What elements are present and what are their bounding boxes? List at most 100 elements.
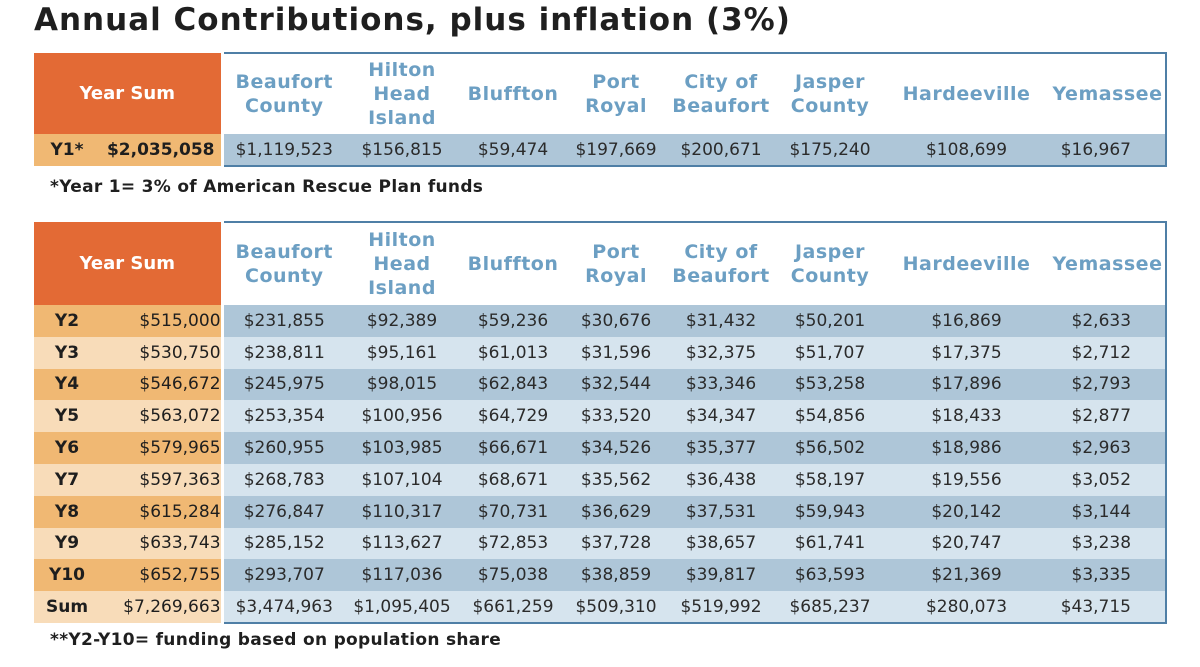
column-header: Hilton Head Island [345, 52, 460, 134]
contribution-cell: $200,671 [665, 134, 778, 167]
year-sum-value: $652,755 [100, 559, 224, 592]
column-header-line: Port [592, 241, 640, 263]
column-header: Port Royal [567, 52, 666, 134]
column-header-line: County [790, 95, 870, 117]
year1-table: Year Sum Beaufort County Hilton Head Island Bl… [34, 52, 1168, 167]
table-header-row: Year Sum Beaufort County Hilton Head Island Bl… [34, 221, 1168, 305]
column-header-line: Hardeeville [902, 83, 1031, 105]
table-row: Y10 $652,755 $293,707 $117,036 $75,038 $38,85… [34, 559, 1168, 592]
contribution-cell: $3,238 [1050, 527, 1168, 560]
contribution-cell: $36,629 [567, 495, 666, 528]
contribution-cell: $19,556 [883, 463, 1051, 496]
year-label: Y1* [34, 134, 100, 166]
year1-footnote: *Year 1= 3% of American Rescue Plan fund… [50, 177, 484, 197]
contribution-cell: $66,671 [459, 432, 568, 464]
contribution-cell: $260,955 [221, 432, 346, 464]
contribution-cell: $108,699 [883, 134, 1051, 167]
column-header-line: Island [368, 277, 436, 299]
contribution-cell: $17,375 [883, 336, 1051, 369]
year-label: Y4 [34, 368, 100, 401]
contribution-cell: $92,389 [345, 305, 460, 337]
year-label: Y8 [34, 495, 100, 528]
year-label: Y7 [34, 463, 100, 496]
column-header-line: Port [592, 71, 640, 93]
column-header: Jasper County [777, 52, 884, 134]
contribution-cell: $268,783 [221, 463, 346, 496]
contribution-cell: $293,707 [221, 559, 346, 592]
contribution-cell: $21,369 [883, 559, 1051, 592]
contribution-cell: $103,985 [345, 432, 460, 464]
contribution-cell: $519,992 [665, 591, 778, 624]
contribution-cell: $16,869 [883, 305, 1051, 337]
contribution-cell: $2,877 [1050, 400, 1168, 433]
table-row: Y5 $563,072 $253,354 $100,956 $64,729 $33,520… [34, 400, 1168, 433]
contribution-cell: $100,956 [345, 400, 460, 433]
column-header-line: Jasper [794, 71, 866, 93]
year-label: Y3 [34, 336, 100, 369]
contribution-cell: $175,240 [777, 134, 884, 167]
contribution-cell: $31,432 [665, 305, 778, 337]
year-sum-value: $597,363 [100, 463, 224, 496]
column-header-line: Beaufort [672, 95, 770, 117]
contribution-cell: $107,104 [345, 463, 460, 496]
column-header: Hardeeville [883, 52, 1051, 134]
contribution-cell: $2,793 [1050, 368, 1168, 401]
column-header-line: Hilton [368, 229, 436, 251]
contribution-cell: $1,095,405 [345, 591, 460, 624]
contribution-cell: $34,347 [665, 400, 778, 433]
column-header: Hardeeville [883, 221, 1051, 305]
table-row: Y3 $530,750 $238,811 $95,161 $61,013 $31,596 $… [34, 336, 1168, 369]
column-header-line: Island [368, 107, 436, 129]
column-header-line: Hardeeville [902, 253, 1031, 275]
contribution-cell: $238,811 [221, 336, 346, 369]
year-sum-value: $530,750 [100, 336, 224, 369]
contribution-cell: $72,853 [459, 527, 568, 560]
contribution-cell: $38,657 [665, 527, 778, 560]
contribution-cell: $2,712 [1050, 336, 1168, 369]
column-header-line: Head [373, 253, 431, 275]
column-header: Bluffton [459, 221, 568, 305]
contribution-cell: $276,847 [221, 495, 346, 528]
contribution-cell: $70,731 [459, 495, 568, 528]
population-share-footnote: **Y2-Y10= funding based on population sh… [50, 630, 502, 650]
contribution-cell: $18,986 [883, 432, 1051, 464]
contribution-cell: $113,627 [345, 527, 460, 560]
contribution-cell: $20,142 [883, 495, 1051, 528]
column-header-line: Bluffton [467, 83, 559, 105]
contribution-cell: $38,859 [567, 559, 666, 592]
contribution-cell: $1,119,523 [221, 134, 346, 167]
column-header: City of Beaufort [665, 221, 778, 305]
column-header: Beaufort County [221, 221, 346, 305]
column-header-line: Royal [585, 95, 647, 117]
contribution-cell: $95,161 [345, 336, 460, 369]
contribution-cell: $2,963 [1050, 432, 1168, 464]
contribution-cell: $117,036 [345, 559, 460, 592]
contribution-cell: $280,073 [883, 591, 1051, 624]
column-header-line: Royal [585, 265, 647, 287]
contribution-cell: $197,669 [567, 134, 666, 167]
contribution-cell: $3,474,963 [221, 591, 346, 624]
contribution-cell: $68,671 [459, 463, 568, 496]
contribution-cell: $51,707 [777, 336, 884, 369]
contribution-cell: $685,237 [777, 591, 884, 624]
contribution-cell: $61,013 [459, 336, 568, 369]
contribution-cell: $54,856 [777, 400, 884, 433]
year-label: Sum [34, 591, 100, 623]
contribution-cell: $18,433 [883, 400, 1051, 433]
year-sum-value: $7,269,663 [100, 591, 224, 623]
column-header-line: Yemassee [1052, 253, 1163, 275]
contribution-cell: $253,354 [221, 400, 346, 433]
contribution-cell: $110,317 [345, 495, 460, 528]
contribution-cell: $37,728 [567, 527, 666, 560]
year-label: Y10 [34, 559, 100, 592]
contribution-cell: $50,201 [777, 305, 884, 337]
column-header-line: Hilton [368, 59, 436, 81]
contribution-cell: $34,526 [567, 432, 666, 464]
contribution-cell: $58,197 [777, 463, 884, 496]
year-sum-value: $563,072 [100, 400, 224, 433]
contribution-cell: $231,855 [221, 305, 346, 337]
contribution-cell: $56,502 [777, 432, 884, 464]
column-header-line: Beaufort [672, 265, 770, 287]
column-header: Yemassee [1050, 52, 1168, 134]
contribution-cell: $17,896 [883, 368, 1051, 401]
